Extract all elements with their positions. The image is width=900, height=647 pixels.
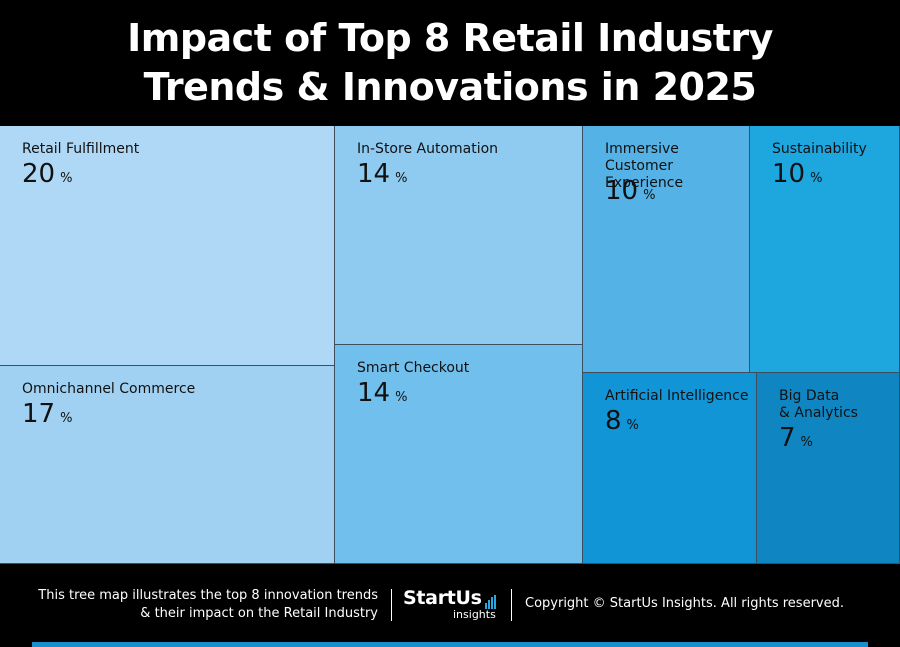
treemap-cell-label: Immersive Customer Experience <box>605 141 684 191</box>
logo-text: StartUs <box>403 587 482 609</box>
footer-description-line-1: This tree map illustrates the top 8 inno… <box>38 588 378 603</box>
bottom-accent-bar <box>32 642 868 647</box>
treemap-cell: Artificial Intelligence 8% <box>583 373 757 564</box>
logo-subtext: insights <box>453 608 496 621</box>
treemap-cell-value: 14% <box>357 159 408 189</box>
treemap: Retail Fulfillment 20% Omnichannel Commerc… <box>0 126 900 564</box>
treemap-cell-label: Omnichannel Commerce <box>22 381 196 397</box>
footer-separator <box>391 589 392 621</box>
footer-separator <box>511 589 512 621</box>
bar-chart-icon <box>484 587 497 609</box>
treemap-cell: Immersive Customer Experience 10% <box>583 126 750 373</box>
copyright: Copyright © StartUs Insights. All rights… <box>525 596 844 611</box>
treemap-cell: Sustainability 10% <box>750 126 900 373</box>
title-line-1: Impact of Top 8 Retail Industry <box>127 16 773 60</box>
treemap-cell: Retail Fulfillment 20% <box>0 126 335 366</box>
treemap-cell-label: Big Data & Analytics <box>779 388 858 421</box>
footer-description: This tree map illustrates the top 8 inno… <box>38 587 378 623</box>
treemap-cell-value: 8% <box>605 406 639 436</box>
treemap-cell: Big Data & Analytics 7% <box>757 373 900 564</box>
footer-description-line-2: & their impact on the Retail Industry <box>140 606 378 621</box>
treemap-cell-label: Artificial Intelligence <box>605 388 749 404</box>
treemap-cell-label: In-Store Automation <box>357 141 499 157</box>
treemap-cell-value: 14% <box>357 378 408 408</box>
treemap-cell-label: Sustainability <box>772 141 867 157</box>
title-line-2: Trends & Innovations in 2025 <box>143 65 757 109</box>
treemap-cell-value: 20% <box>22 159 73 189</box>
treemap-cell-value: 17% <box>22 399 73 429</box>
treemap-cell-value: 10% <box>772 159 823 189</box>
treemap-cell: Omnichannel Commerce 17% <box>0 366 335 564</box>
treemap-cell-label: Retail Fulfillment <box>22 141 140 157</box>
treemap-cell: In-Store Automation 14% <box>335 126 583 345</box>
chart-title: Impact of Top 8 Retail Industry Trends &… <box>0 14 900 112</box>
treemap-cell-label: Smart Checkout <box>357 360 470 376</box>
treemap-cell: Smart Checkout 14% <box>335 345 583 564</box>
startus-logo: StartUs insights <box>403 587 497 621</box>
treemap-cell-value: 10% <box>605 176 656 206</box>
treemap-cell-value: 7% <box>779 423 813 453</box>
